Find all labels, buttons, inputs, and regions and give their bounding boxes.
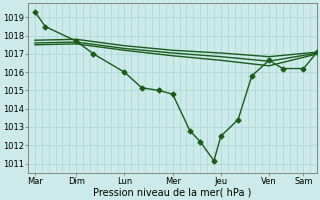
- X-axis label: Pression niveau de la mer( hPa ): Pression niveau de la mer( hPa ): [93, 187, 252, 197]
